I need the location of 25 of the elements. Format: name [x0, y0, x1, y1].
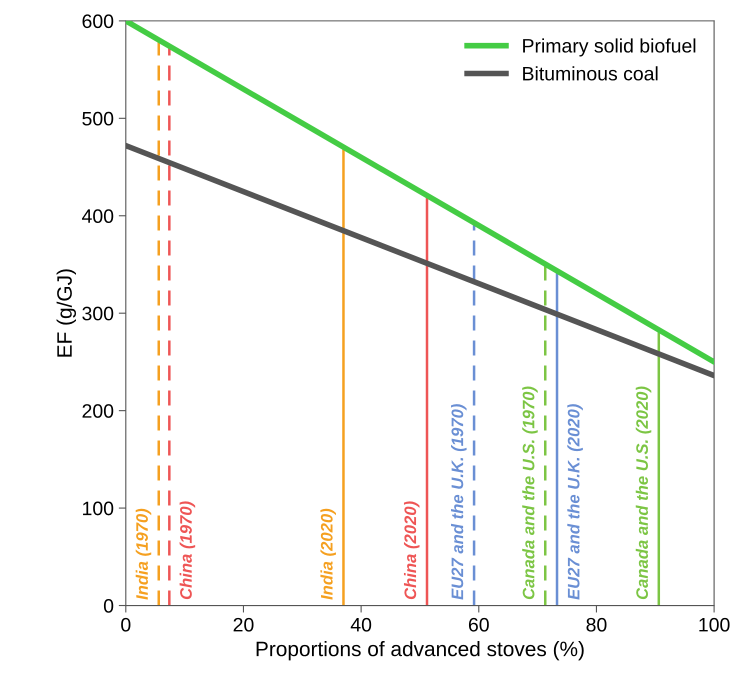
y-tick-label: 300: [82, 306, 114, 320]
x-tick-label: 80: [586, 618, 606, 632]
ref-line-label: China (1970): [180, 501, 196, 600]
y-tick-label: 200: [82, 404, 114, 418]
legend-label: Bituminous coal: [523, 66, 658, 81]
x-tick-label: 60: [468, 618, 489, 632]
ref-line-label: Canada and the U.S. (1970): [522, 386, 538, 600]
y-tick-label: 100: [83, 502, 114, 516]
ref-line-label: EU27 and the U.K. (2020): [567, 404, 583, 600]
y-tick-label: 0: [104, 598, 114, 613]
ref-line-label: India (1970): [136, 508, 152, 600]
x-tick-label: 100: [699, 618, 730, 632]
legend-label: Primary solid biofuel: [523, 38, 696, 57]
x-tick-label: 0: [121, 618, 130, 632]
x-axis-title: Proportions of advanced stoves (%): [256, 641, 584, 660]
ref-line-label: EU27 and the U.K. (1970): [451, 404, 467, 600]
ref-line-label: India (2020): [320, 508, 336, 600]
x-tick-label: 40: [350, 618, 372, 632]
y-tick-label: 600: [82, 14, 114, 28]
y-axis-title: EF (g/GJ): [56, 269, 76, 357]
ref-line-label: Canada and the U.S. (2020): [636, 386, 652, 600]
ref-line-label: China (2020): [404, 501, 420, 600]
x-tick-label: 20: [234, 618, 254, 632]
y-tick-label: 400: [82, 209, 114, 223]
y-tick-label: 500: [82, 112, 114, 126]
